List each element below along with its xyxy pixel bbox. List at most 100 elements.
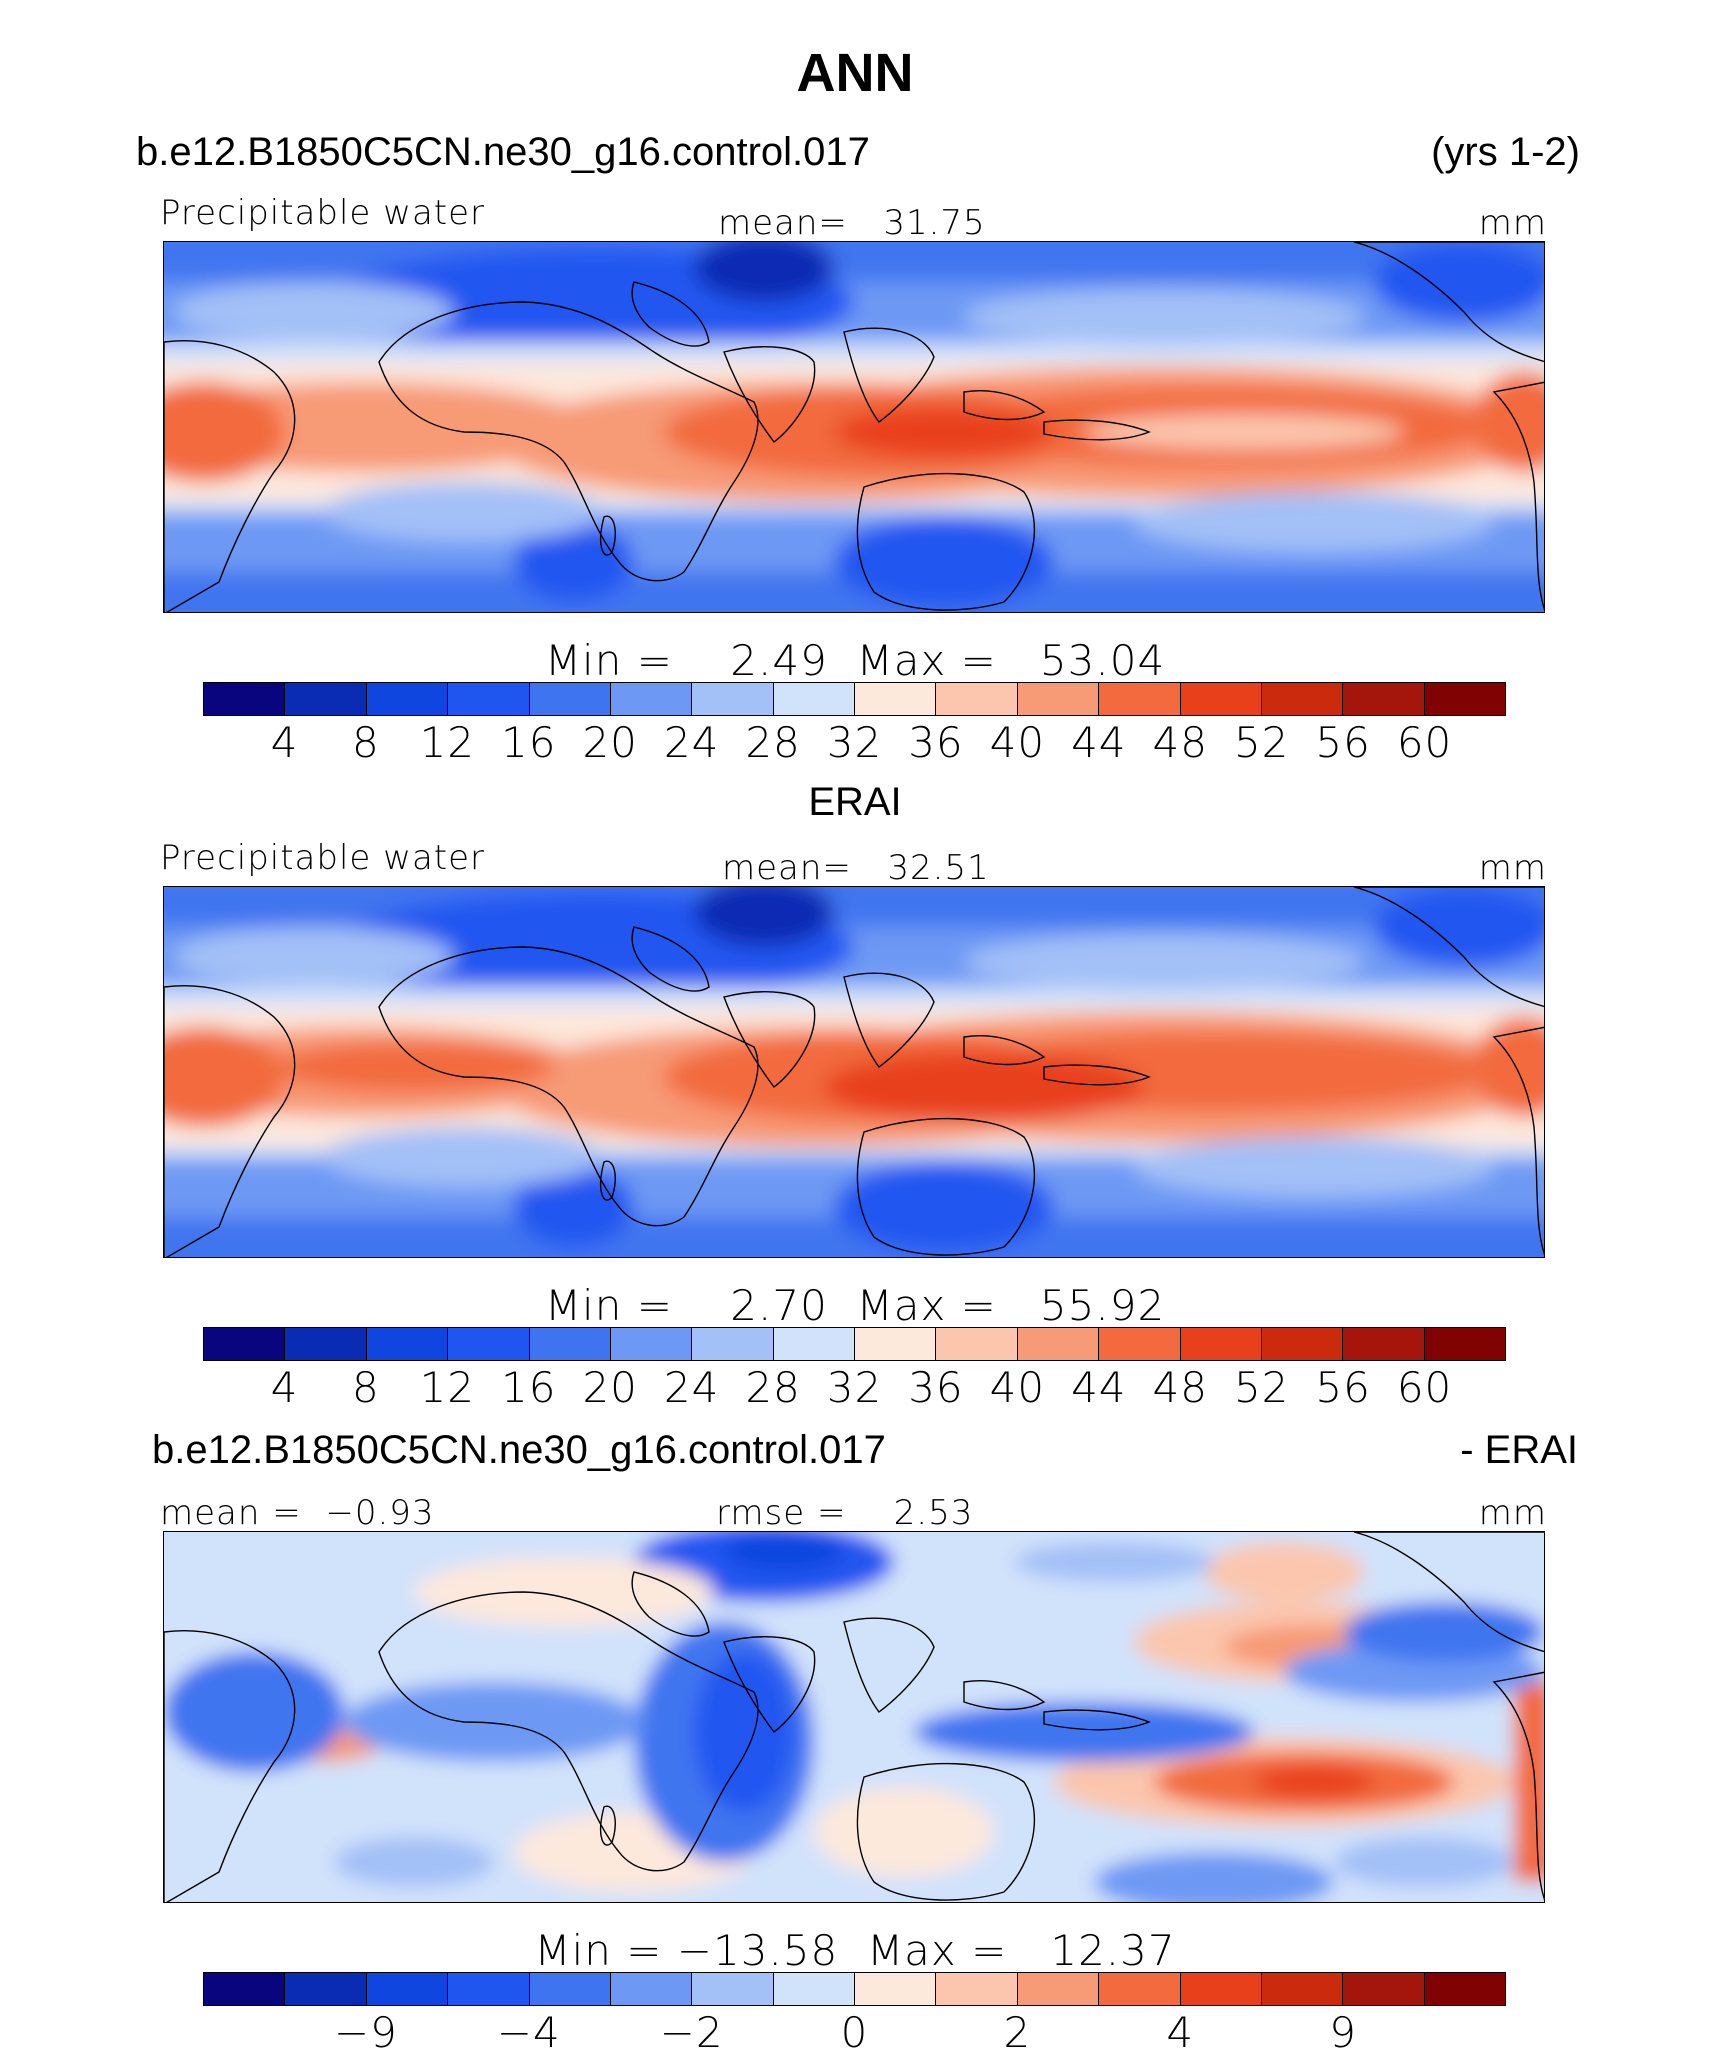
colorbar-tick-label: 4 [270,718,299,767]
colorbar-cell [692,683,774,715]
colorbar-tick-label: 2 [1003,2008,1032,2057]
colorbar-cell [773,683,855,715]
colorbar-tick-label: 40 [989,1363,1046,1412]
colorbar-cell [285,1328,367,1360]
colorbar-cell [366,683,449,715]
colorbar-tick-label: 36 [908,1363,964,1412]
colorbar-cell [1017,683,1100,715]
colorbar-tick-label: 12 [419,718,476,767]
colorbar-cell [1017,1328,1100,1360]
colorbar-cell [204,683,286,715]
colorbar-tick-label: −9 [333,2008,398,2057]
case-name: b.e12.B1850C5CN.ne30_g16.control.017 [136,130,870,174]
colorbar-tick-label: 32 [826,1363,883,1412]
colorbar-cell [1099,1973,1181,2005]
difference-field [164,1532,1544,1902]
colorbar-cell [1017,1973,1100,2005]
panel3-mean: mean = −0.93 [160,1493,435,1533]
panel3-map [163,1531,1545,1903]
colorbar-cell [204,1973,286,2005]
colorbar-cell [1180,683,1262,715]
panel2-minmax: Min = 2.70 Max = 55.92 [544,1281,1166,1330]
colorbar-cell [529,1973,611,2005]
colorbar-tick-label: 8 [352,1363,380,1412]
panel1-map [163,241,1545,613]
panel2-map [163,886,1545,1258]
colorbar-tick-label: 20 [582,1363,638,1412]
colorbar-tick-label: 52 [1233,1363,1290,1412]
colorbar-cell [529,683,611,715]
colorbar-tick-label: −2 [659,2008,724,2057]
colorbar-cell [448,1973,530,2005]
panel2-colorbar [203,1327,1506,1361]
colorbar-cell [773,1328,855,1360]
colorbar-cell [936,1328,1018,1360]
panel1-minmax: Min = 2.49 Max = 53.04 [544,636,1166,685]
colorbar-cell [692,1328,774,1360]
colorbar-cell [610,1328,693,1360]
panel3-rmse: rmse = 2.53 [716,1493,974,1533]
colorbar-tick-label: 24 [663,1363,720,1412]
colorbar-tick-label: 9 [1329,2008,1357,2057]
colorbar-tick-label: 16 [501,718,557,767]
panel3-section-title-right: - ERAI [1460,1428,1578,1472]
colorbar-cell [936,1973,1018,2005]
colorbar-tick-label: 52 [1233,718,1290,767]
panel3-minmax: Min = −13.58 Max = 12.37 [534,1926,1176,1975]
colorbar-cell [855,683,937,715]
colorbar-cell [366,1328,449,1360]
panel3-colorbar-ticks: −9 −4 −2 0 2 4 9 [203,2008,1506,2058]
colorbar-tick-label: 16 [501,1363,557,1412]
panel3-units: mm [1478,1493,1547,1533]
colorbar-tick-label: 56 [1315,1363,1371,1412]
colorbar-tick-label: 44 [1071,1363,1127,1412]
colorbar-tick-label: 20 [582,718,638,767]
page-title: ANN [796,43,914,103]
colorbar-cell [204,1328,286,1360]
colorbar-tick-label: 32 [826,718,883,767]
colorbar-tick-label: 60 [1396,718,1453,767]
panel1-colorbar [203,682,1506,716]
colorbar-tick-label: 60 [1396,1363,1453,1412]
panel2-variable: Precipitable water [160,838,486,878]
colorbar-cell [1099,683,1181,715]
colorbar-cell [1180,1973,1262,2005]
colorbar-cell [1261,683,1344,715]
panel3-section-title-left: b.e12.B1850C5CN.ne30_g16.control.017 [152,1428,886,1472]
panel1-units: mm [1478,203,1547,243]
colorbar-tick-label: 28 [745,1363,801,1412]
colorbar-cell [1099,1328,1181,1360]
colorbar-cell [1424,1973,1505,2005]
colorbar-cell [1261,1328,1344,1360]
colorbar-tick-label: 44 [1071,718,1127,767]
panel2-colorbar-ticks: 4 8 12 16 20 24 28 32 36 40 44 48 52 56 60 [203,1363,1506,1413]
panel2-units: mm [1478,848,1547,888]
colorbar-tick-label: 4 [1166,2008,1195,2057]
colorbar-cell [285,683,367,715]
precipitable-water-field [164,887,1544,1257]
colorbar-tick-label: 4 [270,1363,299,1412]
colorbar-cell [1424,1328,1505,1360]
colorbar-cell [773,1973,855,2005]
colorbar-cell [855,1328,937,1360]
panel1-variable: Precipitable water [160,193,486,233]
colorbar-cell [1343,1973,1425,2005]
colorbar-tick-label: 24 [663,718,720,767]
colorbar-cell [1343,683,1425,715]
colorbar-cell [1180,1328,1262,1360]
colorbar-cell [366,1973,449,2005]
colorbar-tick-label: 56 [1315,718,1371,767]
colorbar-tick-label: 12 [419,1363,476,1412]
colorbar-cell [1424,683,1505,715]
colorbar-tick-label: −4 [496,2008,561,2057]
years-label: (yrs 1-2) [1431,130,1580,174]
colorbar-cell [448,683,530,715]
panel2-mean: mean= 32.51 [722,848,990,888]
panel2-section-title: ERAI [808,780,902,824]
colorbar-tick-label: 40 [989,718,1046,767]
colorbar-cell [610,1973,693,2005]
colorbar-cell [692,1973,774,2005]
colorbar-cell [855,1973,937,2005]
colorbar-tick-label: 8 [352,718,380,767]
colorbar-tick-label: 28 [745,718,801,767]
